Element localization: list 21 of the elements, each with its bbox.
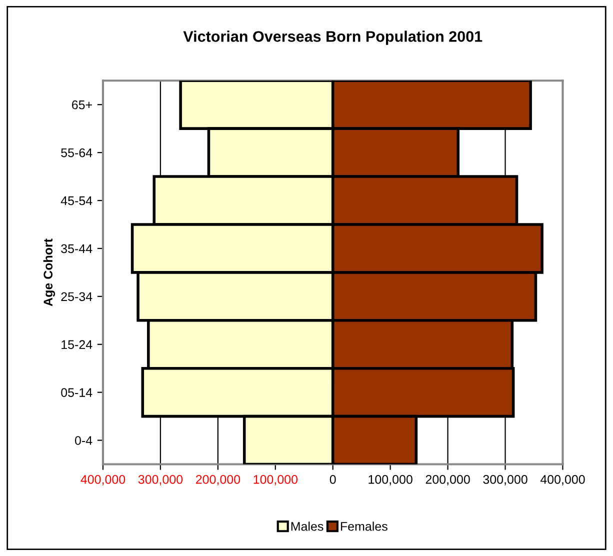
y-tick-label: 15-24 xyxy=(62,340,92,350)
y-tick-label: 0-4 xyxy=(74,436,92,445)
y-tick-label: 25-34 xyxy=(61,292,92,302)
legend-label: Females xyxy=(340,522,388,531)
x-tick-label: 0 xyxy=(330,475,336,484)
y-tick-label: 45-54 xyxy=(60,196,92,206)
x-tick-label: 300,000 xyxy=(138,475,183,486)
x-tick-label: 200,000 xyxy=(426,475,470,486)
y-tick-label: 55-64 xyxy=(61,148,92,158)
y-tick-label: 05-14 xyxy=(61,388,92,397)
y-axis-title: Age Cohort xyxy=(43,238,56,306)
x-tick-label: 100,000 xyxy=(254,475,298,486)
x-tick-label: 100,000 xyxy=(368,475,412,486)
legend-label: Males xyxy=(291,522,324,531)
y-tick-label: 35-44 xyxy=(61,244,92,254)
x-tick-label: 400,000 xyxy=(80,475,126,486)
y-tick-label: 65+ xyxy=(72,100,92,110)
x-tick-label: 200,000 xyxy=(196,475,240,486)
x-tick-label: 300,000 xyxy=(483,475,528,486)
x-tick-label: 400,000 xyxy=(540,475,585,486)
chart-title: Victorian Overseas Born Population 2001 xyxy=(183,30,482,45)
